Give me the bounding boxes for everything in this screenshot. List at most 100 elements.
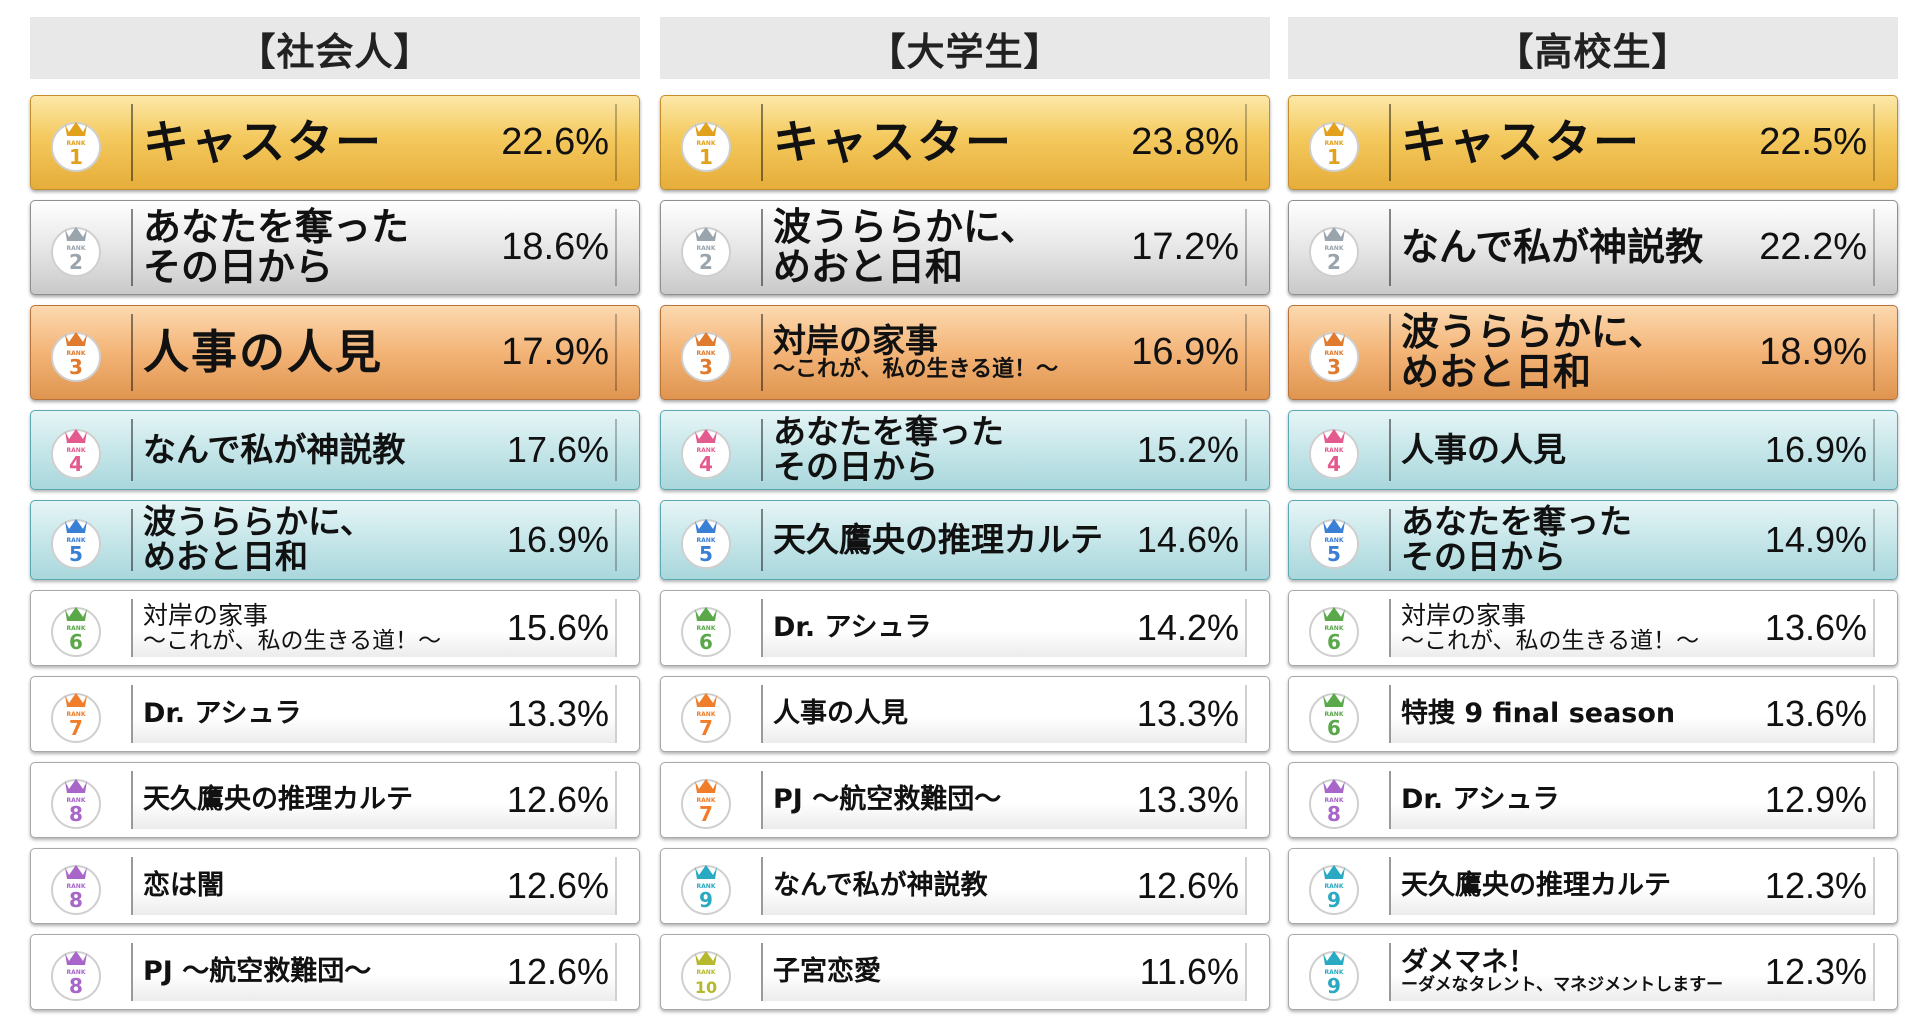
percentage-value: 13.3% [1136,779,1239,820]
rank-badge-icon: RANK 8 [45,941,107,1003]
rank-number: 8 [69,802,83,826]
rank-badge-icon: RANK 2 [1303,217,1365,279]
percentage-value: 12.3% [1764,865,1867,906]
rank-label: RANK [697,140,716,147]
rank-number: 4 [1327,452,1341,476]
rank-badge-icon: RANK 7 [675,769,737,831]
rank-number: 6 [1327,716,1341,740]
rank-number: 9 [699,888,713,912]
rank-label: RANK [1325,350,1344,357]
rank-badge-icon: RANK 8 [45,769,107,831]
rank-badge-icon: RANK 6 [675,597,737,659]
ranking-row: RANK 4 あなたを奪った その日から 15.2% [660,410,1270,490]
program-title: あなたを奪った その日から [773,411,1149,489]
rank-badge-icon: RANK 6 [45,597,107,659]
program-title: 人事の人見 [143,306,519,399]
row-frame [1389,599,1875,657]
program-title-main: なんで私が神説教 [143,429,406,469]
crown-icon [695,429,717,443]
program-title: あなたを奪った その日から [1401,501,1777,579]
percentage-value: 13.3% [506,693,609,734]
percentage-value: 17.2% [1131,226,1239,268]
percentage-value: 22.2% [1759,226,1867,268]
program-title: なんで私が神説教 [1401,201,1777,294]
program-title-main: あなたを奪った その日から [143,204,410,289]
program-title: 対岸の家事 〜これが、私の生きる道！〜 [773,306,1149,399]
program-title: 人事の人見 [1401,411,1777,489]
crown-icon [65,331,87,346]
rank-label: RANK [697,245,716,252]
percentage-value: 16.9% [1131,331,1239,373]
crown-icon [1323,331,1345,346]
program-title-main: 対岸の家事 [143,600,269,630]
ranking-row: RANK 3 人事の人見 17.9% [30,305,640,400]
crown-icon [695,779,717,793]
ranking-row: RANK 6 特捜 9 final season 13.6% [1288,676,1898,752]
row-frame [131,857,617,915]
crown-icon [1323,607,1345,621]
rank-number: 2 [1327,250,1341,274]
percentage-value: 13.6% [1764,607,1867,648]
rank-number: 2 [69,250,83,274]
rank-label: RANK [67,350,86,357]
program-subtitle: ーダメなタレント、マネジメントしますー [1401,975,1724,996]
program-title: キャスター [143,96,519,189]
ranking-row: RANK 3 波うららかに、 めおと日和 18.9% [1288,305,1898,400]
program-title-main: 人事の人見 [1401,429,1566,469]
program-title-main: キャスター [143,115,383,170]
row-frame [761,104,1247,181]
crown-icon [695,519,717,533]
program-title-main: Dr. アシュラ [1401,783,1560,815]
rank-number: 7 [69,716,83,740]
crown-icon [695,121,717,136]
column-header: 【大学生】 [660,17,1270,79]
rank-number: 3 [69,355,83,379]
percentage-value: 13.6% [1764,693,1867,734]
rank-badge-icon: RANK 10 [675,941,737,1003]
program-title-main: 特捜 9 final season [1401,697,1676,729]
program-title: 波うららかに、 めおと日和 [773,201,1149,294]
program-title: 天久鷹央の推理カルテ [1401,849,1777,923]
program-title-main: 人事の人見 [143,325,383,380]
rank-badge-icon: RANK 8 [45,855,107,917]
percentage-value: 12.6% [506,865,609,906]
rank-label: RANK [67,537,86,544]
rank-number: 3 [1327,355,1341,379]
rank-badge-icon: RANK 1 [45,112,107,174]
percentage-value: 16.9% [1764,429,1867,470]
ranking-row: RANK 8 PJ 〜航空救難団〜 12.6% [30,934,640,1010]
crown-icon [65,865,87,879]
crown-icon [65,121,87,136]
percentage-value: 17.6% [506,429,609,470]
rank-number: 6 [69,630,83,654]
percentage-value: 14.2% [1136,607,1239,648]
rank-label: RANK [697,883,716,890]
rank-label: RANK [1325,711,1344,718]
program-title-main: あなたを奪った その日から [1401,502,1632,576]
rank-label: RANK [697,625,716,632]
row-frame [761,509,1247,571]
ranking-row: RANK 10 子宮恋愛 11.6% [660,934,1270,1010]
program-title: あなたを奪った その日から [143,201,519,294]
rank-badge-icon: RANK 4 [675,419,737,481]
rank-label: RANK [67,140,86,147]
row-frame [1389,509,1875,571]
rank-number: 5 [69,542,83,566]
rank-badge-icon: RANK 5 [45,509,107,571]
crown-icon [1323,951,1345,965]
column-daigakusei: 【大学生】 RANK 1 キャスター 23.8% RANK 2 波うららかに、 めおと日和 17… [660,17,1270,1010]
program-title: キャスター [1401,96,1777,189]
rank-badge-icon: RANK 3 [1303,322,1365,384]
rank-label: RANK [1325,245,1344,252]
row-frame [1389,314,1875,391]
rank-badge-icon: RANK 4 [1303,419,1365,481]
program-title-main: 天久鷹央の推理カルテ [1401,869,1671,901]
row-frame [131,209,617,286]
ranking-row: RANK 4 なんで私が神説教 17.6% [30,410,640,490]
rank-number: 4 [699,452,713,476]
percentage-value: 17.9% [501,331,609,373]
program-title: キャスター [773,96,1149,189]
crown-icon [695,607,717,621]
program-title-main: 天久鷹央の推理カルテ [773,519,1103,559]
crown-icon [1323,865,1345,879]
